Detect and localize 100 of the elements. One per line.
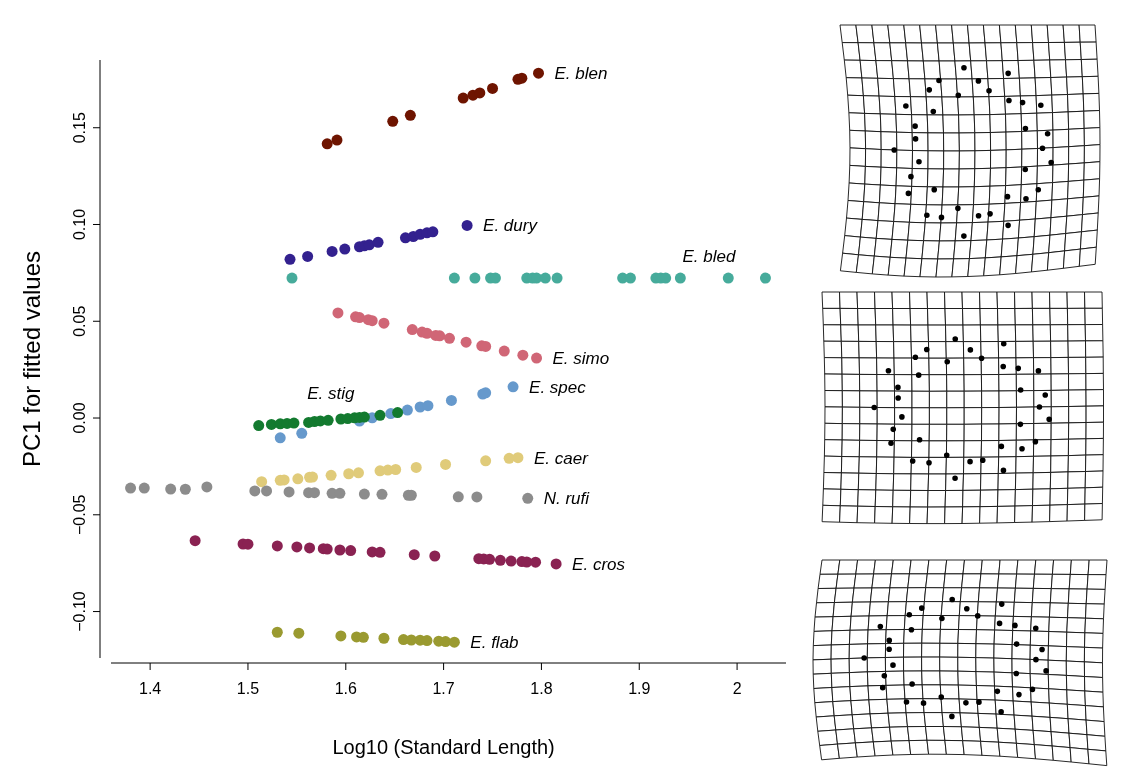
point <box>522 492 534 504</box>
point <box>471 491 483 503</box>
point <box>487 82 499 94</box>
point <box>469 272 481 284</box>
point <box>286 272 298 284</box>
point <box>378 317 390 329</box>
point <box>401 404 413 416</box>
point <box>353 467 364 479</box>
point <box>283 486 295 498</box>
point <box>256 476 268 488</box>
series-label: E. spec <box>529 377 587 397</box>
series-label: E. simo <box>552 349 610 369</box>
point <box>125 482 137 494</box>
point <box>408 549 420 561</box>
point <box>531 352 543 364</box>
y-axis-title: PC1 for fitted values <box>18 250 45 468</box>
point <box>474 87 486 99</box>
point <box>533 67 544 79</box>
point <box>390 464 402 475</box>
point <box>253 420 265 432</box>
y-tick-label: −0.05 <box>71 494 88 536</box>
y-tick-label: −0.10 <box>71 591 88 632</box>
point <box>429 550 441 562</box>
x-tick-label: 2 <box>732 680 742 697</box>
point <box>722 272 734 284</box>
point <box>343 468 355 480</box>
point <box>759 272 771 284</box>
point <box>674 272 686 284</box>
series-label: N. rufi <box>543 489 591 509</box>
point <box>440 458 452 470</box>
point <box>331 134 343 146</box>
point <box>293 627 305 639</box>
point <box>460 336 472 348</box>
point <box>249 485 261 497</box>
point <box>517 349 529 361</box>
point <box>551 272 563 284</box>
point <box>505 555 517 567</box>
point <box>358 488 370 500</box>
point <box>445 394 457 406</box>
point <box>284 253 296 265</box>
point <box>335 630 347 642</box>
point <box>261 485 273 497</box>
y-tick-label: 0.00 <box>71 402 88 434</box>
point <box>494 554 506 566</box>
point <box>387 115 399 127</box>
series-label: E. bled <box>682 247 736 267</box>
point <box>345 545 357 557</box>
point <box>539 272 551 284</box>
point <box>291 541 303 553</box>
series-label: E. cros <box>572 554 626 574</box>
point <box>376 488 388 500</box>
x-tick-label: 1.7 <box>432 680 455 697</box>
point <box>322 414 334 426</box>
point <box>271 626 283 638</box>
point <box>325 469 337 481</box>
point <box>422 400 434 412</box>
point <box>392 407 404 419</box>
point <box>461 219 473 231</box>
point <box>201 481 213 493</box>
point <box>480 455 492 467</box>
series-label: E. blen <box>554 64 608 84</box>
point <box>292 473 304 485</box>
point <box>302 250 314 262</box>
point <box>265 418 277 430</box>
point <box>378 632 390 644</box>
point <box>498 345 510 357</box>
point <box>457 92 469 104</box>
x-tick-label: 1.5 <box>236 680 260 697</box>
point <box>179 483 191 495</box>
x-tick-label: 1.8 <box>530 680 553 697</box>
point <box>550 558 562 570</box>
x-axis-title: Log10 (Standard Length) <box>332 736 555 758</box>
series-label: E. dury <box>483 216 539 236</box>
point <box>507 381 519 393</box>
point <box>321 138 333 150</box>
point <box>406 324 418 336</box>
series-label: E. stig <box>307 383 356 403</box>
point <box>374 409 386 421</box>
x-tick-label: 1.6 <box>334 680 357 697</box>
series-label: E. flab <box>470 633 519 653</box>
point <box>334 544 346 556</box>
y-tick-label: 0.15 <box>71 112 88 144</box>
point <box>326 245 338 257</box>
point <box>274 432 286 444</box>
point <box>372 236 384 248</box>
point <box>304 542 316 554</box>
point <box>165 483 177 495</box>
point <box>271 540 283 552</box>
point <box>189 535 201 547</box>
point <box>448 272 460 284</box>
x-tick-label: 1.9 <box>628 680 651 697</box>
point <box>404 109 416 121</box>
point <box>512 452 524 464</box>
point <box>530 556 542 568</box>
point <box>452 491 464 503</box>
point <box>138 482 150 494</box>
point <box>296 427 308 439</box>
x-tick-label: 1.4 <box>139 680 162 697</box>
point <box>332 307 344 319</box>
y-tick-label: 0.05 <box>71 305 88 337</box>
